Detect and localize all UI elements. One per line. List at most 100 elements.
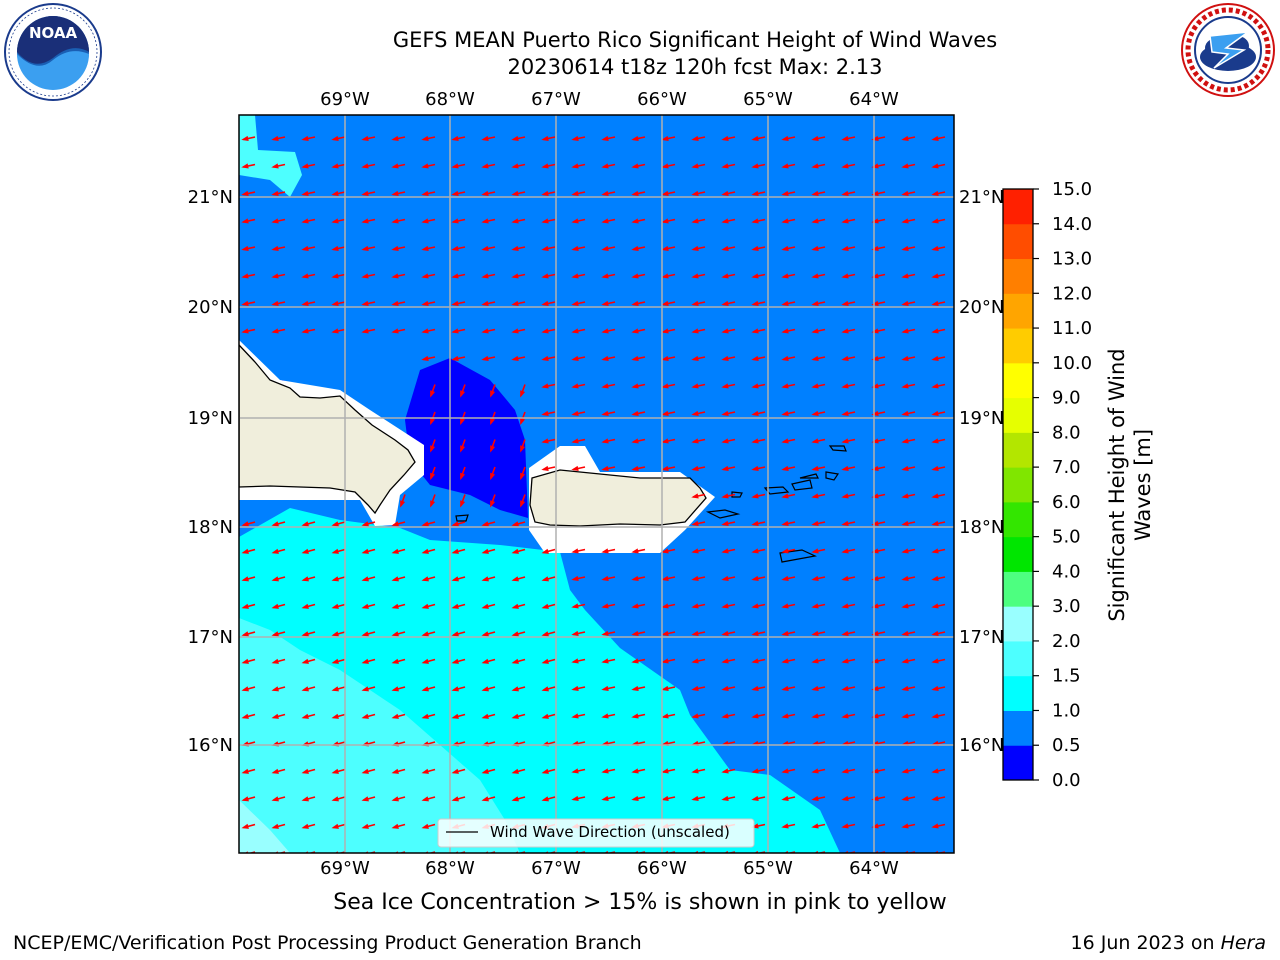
- wave-arrow: [931, 190, 946, 196]
- wave-arrow: [451, 603, 466, 609]
- wave-arrow: [601, 245, 616, 251]
- wave-arrow: [520, 439, 526, 453]
- wave-arrow: [781, 603, 796, 609]
- wave-arrow: [691, 410, 706, 416]
- wave-arrow: [271, 273, 286, 279]
- wave-arrow: [331, 245, 346, 251]
- wave-arrow: [751, 218, 766, 224]
- wave-arrow: [421, 548, 436, 554]
- wave-arrow: [871, 135, 886, 141]
- wave-arrow: [541, 658, 556, 664]
- wave-arrow: [841, 795, 856, 801]
- wave-arrow: [361, 686, 376, 692]
- wave-arrow: [601, 218, 616, 224]
- wave-arrow: [691, 465, 706, 471]
- wave-arrow: [421, 328, 436, 334]
- wave-arrow: [361, 218, 376, 224]
- credit-text: NCEP/EMC/Verification Post Processing Pr…: [13, 932, 642, 954]
- lon-label-top: 67°W: [531, 89, 581, 110]
- wave-arrow: [601, 410, 616, 416]
- colorbar-tick-label: 3.0: [1052, 596, 1081, 617]
- colorbar-tick-label: 14.0: [1052, 214, 1092, 235]
- wave-arrow: [571, 383, 586, 389]
- wave-arrow: [631, 465, 646, 471]
- wave-arrow: [871, 823, 886, 829]
- wave-arrow: [661, 713, 676, 719]
- wave-arrow: [271, 768, 286, 774]
- lon-label-bottom: 65°W: [743, 858, 793, 879]
- wave-arrow: [721, 685, 736, 691]
- wave-arrow: [841, 190, 856, 196]
- wave-arrow: [421, 300, 436, 306]
- wave-arrow: [331, 190, 346, 196]
- wave-arrow: [541, 355, 556, 361]
- wave-arrow: [841, 603, 856, 609]
- wave-arrow: [271, 603, 286, 609]
- wave-arrow: [931, 245, 946, 251]
- wave-arrow: [391, 823, 406, 829]
- wave-arrow: [901, 548, 916, 554]
- wave-arrow: [721, 300, 736, 306]
- wave-arrow: [601, 383, 616, 389]
- machine-name: Hera: [1220, 932, 1266, 954]
- wave-arrow: [871, 575, 886, 581]
- wave-arrow: [631, 245, 646, 251]
- lon-labels-bottom: 69°W 68°W 67°W 66°W 65°W 64°W: [320, 858, 899, 879]
- wave-arrow: [451, 658, 466, 664]
- wave-arrow: [631, 630, 646, 636]
- wave-arrow: [481, 521, 496, 527]
- wave-arrow: [721, 135, 736, 141]
- wave-arrow: [811, 795, 826, 801]
- wave-arrow: [841, 575, 856, 581]
- wave-arrow: [781, 823, 796, 829]
- wave-arrow: [841, 465, 856, 471]
- wave-arrow: [541, 438, 556, 444]
- wave-arrow: [631, 658, 646, 664]
- wave-arrow: [271, 713, 286, 719]
- wave-arrow: [661, 603, 676, 609]
- lon-label-bottom: 69°W: [320, 858, 370, 879]
- wave-arrow: [541, 383, 556, 389]
- wave-arrow: [931, 603, 946, 609]
- wave-arrow: [871, 685, 886, 691]
- wave-arrow: [841, 273, 856, 279]
- wave-arrow: [751, 713, 766, 719]
- wave-arrow: [481, 355, 496, 361]
- wave-arrow: [691, 685, 706, 691]
- wave-arrow: [391, 521, 406, 527]
- wave-arrow: [691, 273, 706, 279]
- wave-arrow: [841, 548, 856, 554]
- wave-arrow: [811, 190, 826, 196]
- wave-arrow: [241, 273, 256, 279]
- wave-arrow: [931, 520, 946, 526]
- lat-label-left: 18°N: [188, 517, 233, 538]
- wave-arrow: [271, 245, 286, 251]
- wave-arrow: [241, 576, 256, 582]
- colorbar-tick-label: 7.0: [1052, 457, 1081, 478]
- wave-arrow: [331, 823, 346, 829]
- wave-arrow: [931, 548, 946, 554]
- wave-arrow: [271, 658, 286, 664]
- wave-arrow: [571, 630, 586, 636]
- wave-arrow: [931, 465, 946, 471]
- wave-arrow: [691, 658, 706, 664]
- lat-labels-right: 21°N 20°N 19°N 18°N 17°N 16°N: [959, 187, 1004, 756]
- wave-arrow: [721, 383, 736, 389]
- wave-arrow: [901, 465, 916, 471]
- wave-arrow: [490, 466, 496, 481]
- wave-arrow: [271, 163, 286, 169]
- colorbar-swatch: [1003, 189, 1033, 225]
- wave-arrow: [301, 686, 316, 692]
- wave-arrow: [751, 273, 766, 279]
- lat-label-right: 18°N: [959, 517, 1004, 538]
- wave-arrow: [241, 135, 256, 141]
- wave-arrow: [781, 135, 796, 141]
- wave-arrow: [430, 466, 436, 481]
- wave-arrow: [721, 520, 736, 526]
- colorbar-swatch: [1003, 745, 1033, 781]
- wave-arrow: [421, 603, 436, 609]
- wave-arrow: [361, 823, 376, 829]
- wave-arrow: [781, 410, 796, 416]
- wave-arrow: [571, 190, 586, 196]
- wave-arrow: [751, 190, 766, 196]
